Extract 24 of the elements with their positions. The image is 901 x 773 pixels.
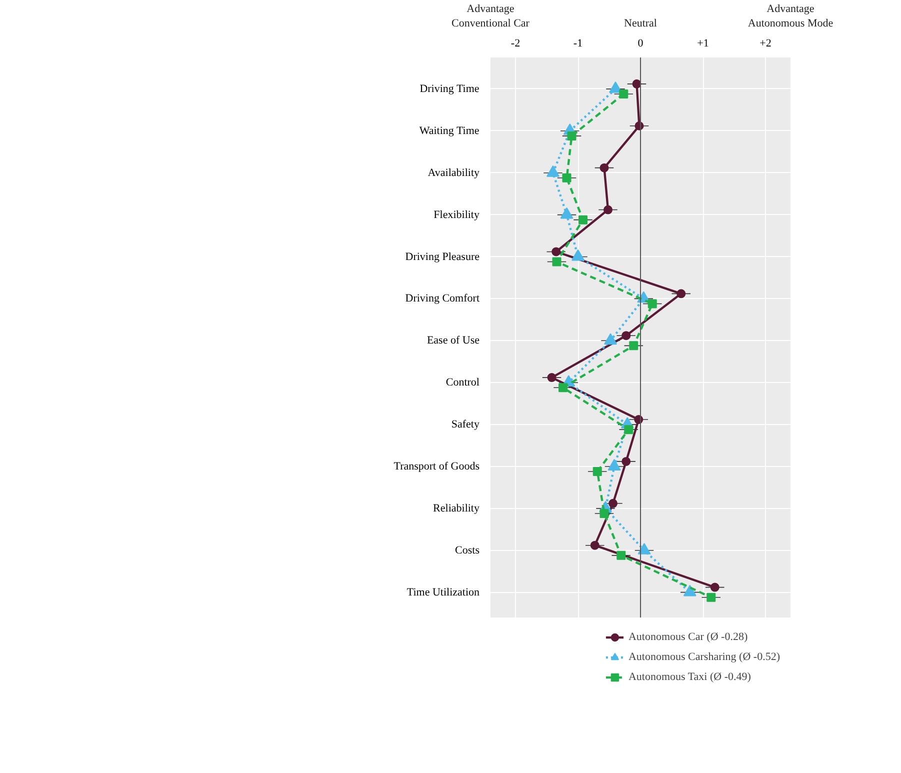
y-tick-label: Costs: [455, 544, 480, 556]
text: Advantage Autonomous Mode: [748, 3, 834, 30]
y-tick-label: Reliability: [433, 502, 480, 514]
x-tick-label: -1: [573, 38, 583, 50]
text: Advantage Conventional Car: [452, 3, 530, 30]
legend-label: Autonomous Carsharing (Ø -0.52): [628, 651, 780, 663]
y-tick-label: Driving Comfort: [405, 292, 480, 305]
y-tick-label: Availability: [428, 166, 480, 179]
x-tick-label: +2: [760, 38, 772, 50]
x-tick-label: -2: [510, 38, 520, 50]
y-tick-label: Time Utilization: [406, 586, 480, 598]
y-tick-label: Transport of Goods: [394, 460, 480, 472]
y-tick-label: Driving Time: [420, 82, 480, 95]
y-tick-label: Safety: [451, 418, 480, 431]
y-tick-label: Driving Pleasure: [405, 250, 480, 263]
x-tick-label: 0: [638, 38, 644, 50]
text: Neutral: [624, 18, 657, 30]
x-tick-label: +1: [697, 38, 709, 50]
legend-label: Autonomous Taxi (Ø -0.49): [628, 671, 751, 683]
y-tick-label: Waiting Time: [419, 124, 480, 137]
y-tick-label: Ease of Use: [426, 334, 480, 347]
legend-label: Autonomous Car (Ø -0.28): [628, 631, 748, 643]
y-tick-label: Control: [446, 376, 480, 389]
y-tick-label: Flexibility: [434, 208, 480, 221]
